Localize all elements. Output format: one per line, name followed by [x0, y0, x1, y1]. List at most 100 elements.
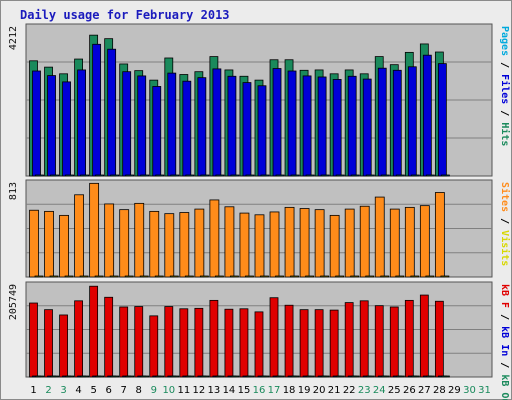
chart-title: Daily usage for February 2013 — [20, 8, 230, 22]
bar-kb-out-28 — [440, 375, 450, 378]
bar-sites-7 — [119, 209, 130, 278]
bar-kb-out-7 — [125, 375, 135, 378]
bar-files-19 — [302, 75, 312, 177]
bar-kb-f-26 — [404, 299, 414, 378]
bar-visits-12 — [199, 275, 209, 278]
bar-visits-8 — [139, 275, 149, 278]
bar-visits-28 — [440, 275, 450, 278]
bar-visits-20 — [320, 275, 330, 278]
bar-kb-out-8 — [140, 375, 150, 378]
bar-pages-5 — [95, 174, 105, 177]
panel-hits-files-pages: 4212 Pages / Files / Hits — [8, 23, 511, 177]
day-label-12: 12 — [193, 385, 206, 396]
bar-kb-f-22 — [344, 302, 354, 378]
day-label-19: 19 — [298, 385, 311, 396]
bar-pages-8 — [140, 174, 150, 177]
bar-sites-2 — [44, 210, 54, 278]
bar-sites-21 — [329, 214, 340, 278]
bar-visits-24 — [380, 275, 390, 278]
bar-sites-14 — [224, 206, 235, 278]
bar-visits-3 — [64, 275, 74, 278]
bar-pages-1 — [35, 174, 44, 177]
bar-pages-27 — [425, 174, 435, 177]
bar-pages-26 — [410, 174, 420, 177]
bar-sites-12 — [194, 208, 205, 278]
bar-pages-22 — [350, 174, 360, 177]
bar-files-20 — [317, 76, 327, 177]
bar-pages-11 — [185, 174, 195, 177]
bar-visits-7 — [124, 275, 134, 278]
bar-files-8 — [137, 75, 147, 177]
bar-kb-f-17 — [269, 297, 279, 378]
bar-sites-25 — [389, 208, 400, 278]
bar-kb-f-27 — [419, 294, 429, 378]
bar-files-13 — [212, 68, 222, 177]
bar-files-2 — [47, 75, 56, 177]
bar-pages-13 — [215, 174, 225, 177]
bar-files-28 — [437, 63, 447, 177]
bar-visits-11 — [184, 275, 194, 278]
bar-kb-out-23 — [365, 375, 375, 378]
bar-pages-7 — [125, 174, 135, 177]
bar-files-27 — [422, 54, 432, 177]
bar-kb-f-12 — [194, 307, 204, 378]
bar-kb-f-2 — [44, 309, 53, 378]
bar-pages-15 — [245, 174, 255, 177]
panel-kbytes: 205749 kB F / kB In / kB Out — [8, 281, 510, 400]
bar-kb-f-18 — [284, 304, 294, 378]
bar-kb-out-5 — [95, 375, 105, 378]
bar-files-11 — [182, 80, 192, 177]
legend-segment: / — [499, 356, 510, 374]
bar-pages-24 — [380, 174, 390, 177]
bar-kb-f-8 — [134, 306, 144, 378]
bar-sites-16 — [254, 214, 265, 278]
bar-sites-10 — [164, 213, 175, 278]
day-label-8: 8 — [136, 385, 142, 396]
bar-kb-f-20 — [314, 309, 324, 378]
bar-kb-out-10 — [170, 375, 180, 378]
bar-sites-24 — [374, 196, 385, 278]
bar-files-14 — [227, 75, 237, 177]
legend-segment: kB In — [499, 326, 510, 356]
day-label-15: 15 — [238, 385, 251, 396]
legend-segment: Sites — [499, 182, 511, 212]
bar-sites-19 — [299, 208, 310, 278]
day-label-22: 22 — [343, 385, 356, 396]
bar-files-22 — [347, 75, 357, 177]
legend-segment: / — [499, 308, 510, 326]
bar-pages-2 — [50, 174, 59, 177]
bar-visits-17 — [275, 275, 284, 278]
bar-kb-f-23 — [359, 300, 369, 378]
day-label-29: 29 — [448, 385, 461, 396]
day-label-9: 9 — [151, 385, 157, 396]
day-label-7: 7 — [121, 385, 127, 396]
bar-files-10 — [167, 72, 177, 177]
day-label-21: 21 — [328, 385, 341, 396]
bar-kb-out-21 — [335, 375, 345, 378]
bar-sites-18 — [284, 206, 295, 278]
y-max-tick-label: 813 — [8, 182, 19, 200]
bar-kb-out-14 — [230, 375, 240, 378]
bar-kb-out-12 — [200, 375, 210, 378]
bar-kb-out-4 — [80, 375, 89, 378]
day-label-30: 30 — [463, 385, 476, 396]
bar-files-23 — [362, 78, 372, 177]
day-label-1: 1 — [30, 385, 36, 396]
legend-segment: Files — [499, 74, 511, 104]
bar-kb-f-24 — [374, 305, 384, 378]
bar-visits-22 — [350, 275, 360, 278]
bar-sites-17 — [269, 211, 280, 278]
legend-segment: / — [499, 212, 510, 230]
bar-pages-19 — [305, 174, 315, 177]
bar-files-15 — [242, 82, 252, 177]
bar-kb-out-15 — [245, 375, 255, 378]
bar-files-18 — [287, 70, 297, 177]
day-label-2: 2 — [45, 385, 51, 396]
legend-segment: / — [499, 56, 510, 74]
bar-sites-28 — [434, 192, 445, 278]
bar-visits-10 — [169, 275, 179, 278]
day-label-11: 11 — [177, 385, 190, 396]
bar-files-21 — [332, 79, 342, 177]
bar-files-12 — [197, 77, 207, 177]
